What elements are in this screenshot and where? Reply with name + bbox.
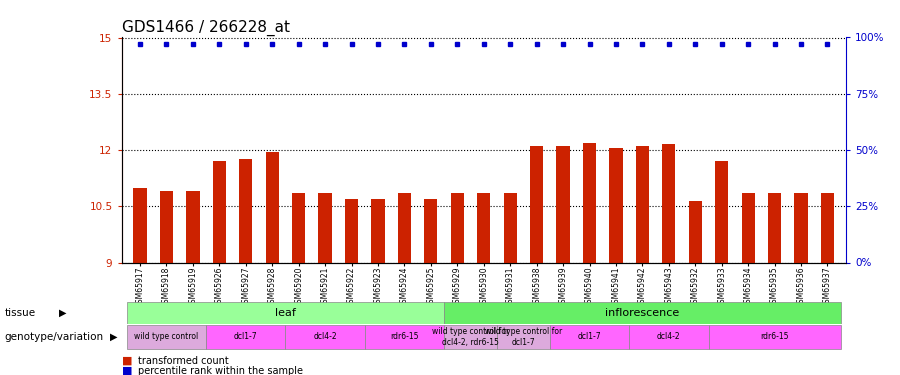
- Bar: [716, 161, 728, 262]
- Bar: [497, 325, 550, 349]
- Bar: [742, 193, 755, 262]
- Bar: [550, 325, 629, 349]
- Bar: [708, 325, 841, 349]
- Bar: [583, 142, 596, 262]
- Bar: [285, 325, 364, 349]
- Bar: [444, 325, 497, 349]
- Text: dcl4-2: dcl4-2: [313, 333, 337, 341]
- Text: ■: ■: [122, 356, 132, 366]
- Text: ▶: ▶: [110, 332, 117, 342]
- Bar: [186, 191, 200, 262]
- Bar: [372, 199, 384, 262]
- Text: ▶: ▶: [58, 308, 66, 318]
- Bar: [364, 325, 444, 349]
- Bar: [424, 199, 437, 262]
- Text: leaf: leaf: [275, 308, 296, 318]
- Text: dcl4-2: dcl4-2: [657, 333, 680, 341]
- Bar: [795, 193, 807, 262]
- Text: ■: ■: [122, 366, 132, 375]
- Text: tissue: tissue: [4, 308, 36, 318]
- Text: wild type control: wild type control: [134, 333, 199, 341]
- Bar: [556, 146, 570, 262]
- Bar: [451, 193, 464, 262]
- Bar: [398, 193, 411, 262]
- Bar: [206, 325, 285, 349]
- Bar: [635, 146, 649, 262]
- Text: percentile rank within the sample: percentile rank within the sample: [138, 366, 302, 375]
- Bar: [345, 199, 358, 262]
- Bar: [212, 161, 226, 262]
- Bar: [444, 302, 841, 324]
- Bar: [768, 193, 781, 262]
- Bar: [662, 144, 676, 262]
- Bar: [127, 302, 444, 324]
- Bar: [688, 201, 702, 262]
- Bar: [292, 193, 305, 262]
- Text: rdr6-15: rdr6-15: [391, 333, 419, 341]
- Text: genotype/variation: genotype/variation: [4, 332, 104, 342]
- Bar: [530, 146, 544, 262]
- Text: inflorescence: inflorescence: [606, 308, 680, 318]
- Text: transformed count: transformed count: [138, 356, 229, 366]
- Bar: [504, 193, 517, 262]
- Bar: [821, 193, 834, 262]
- Bar: [629, 325, 708, 349]
- Bar: [266, 152, 279, 262]
- Bar: [160, 191, 173, 262]
- Text: wild type control for
dcl4-2, rdr6-15: wild type control for dcl4-2, rdr6-15: [432, 327, 509, 346]
- Text: dcl1-7: dcl1-7: [234, 333, 257, 341]
- Text: rdr6-15: rdr6-15: [760, 333, 789, 341]
- Bar: [239, 159, 252, 262]
- Bar: [477, 193, 490, 262]
- Text: GDS1466 / 266228_at: GDS1466 / 266228_at: [122, 20, 290, 36]
- Text: wild type control for
dcl1-7: wild type control for dcl1-7: [485, 327, 562, 346]
- Bar: [319, 193, 332, 262]
- Bar: [127, 325, 206, 349]
- Text: dcl1-7: dcl1-7: [578, 333, 601, 341]
- Bar: [609, 148, 623, 262]
- Bar: [133, 188, 147, 262]
